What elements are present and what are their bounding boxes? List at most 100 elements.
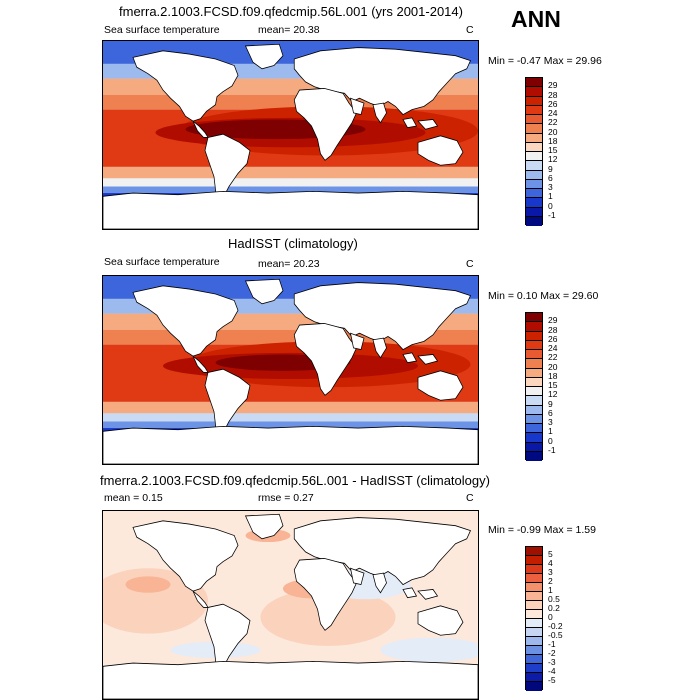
panel3-colorbar-swatch xyxy=(526,637,542,646)
panel1-colorbar-swatch xyxy=(526,161,542,171)
panel1-colorbar-label: 18 xyxy=(548,135,558,146)
panel1-colorbar-label: 26 xyxy=(548,98,558,109)
panel2-minmax: Min = 0.10 Max = 29.60 xyxy=(488,290,599,302)
panel3-colorbar-swatch xyxy=(526,547,542,556)
panel2-colorbar-label: 28 xyxy=(548,324,558,335)
panel2-colorbar-label: 6 xyxy=(548,407,553,418)
panel2-colorbar-label: 26 xyxy=(548,333,558,344)
panel3-colorbar-swatch xyxy=(526,655,542,664)
panel3-colorbar-swatch xyxy=(526,610,542,619)
panel2-colorbar-swatch xyxy=(526,387,542,397)
panel1-colorbar-swatch xyxy=(526,198,542,208)
panel3-rmse-label: rmse = 0.27 xyxy=(258,492,314,504)
panel2-colorbar-swatch xyxy=(526,340,542,350)
panel2-colorbar-label: 24 xyxy=(548,343,558,353)
panel3-colorbar xyxy=(525,546,543,691)
panel2-colorbar-label: 0 xyxy=(548,435,553,446)
panel3-colorbar-swatch xyxy=(526,682,542,691)
panel1-colorbar-label: -1 xyxy=(548,209,556,220)
panel1-colorbar-swatch xyxy=(526,142,542,152)
panel3-colorbar-swatch xyxy=(526,592,542,601)
panel2-colorbar xyxy=(525,312,543,461)
panel2-title: HadISST (climatology) xyxy=(228,236,358,251)
panel2-colorbar-swatch xyxy=(526,350,542,360)
panel1-colorbar-label: 12 xyxy=(548,154,558,165)
panel2-colorbar-label: 9 xyxy=(548,398,553,409)
panel2-colorbar-swatch xyxy=(526,331,542,341)
panel2-colorbar-swatch xyxy=(526,359,542,369)
panel2-mean-label: mean= 20.23 xyxy=(258,258,320,270)
panel2-colorbar-swatch xyxy=(526,396,542,406)
panel1-colorbar-swatch xyxy=(526,105,542,115)
panel3-units: C xyxy=(466,492,474,504)
panel3-mean-label: mean = 0.15 xyxy=(104,492,163,504)
panel1-colorbar-label: 24 xyxy=(548,108,558,118)
panel3-colorbar-swatch xyxy=(526,574,542,583)
panel2-variable-label: Sea surface temperature xyxy=(104,256,220,268)
panel3-colorbar-label: -0.5 xyxy=(548,630,563,640)
panel1-colorbar-label: 28 xyxy=(548,89,558,100)
panel2-colorbar-label: 12 xyxy=(548,389,558,400)
panel1-colorbar-swatch xyxy=(526,179,542,189)
panel3-colorbar-label: 1 xyxy=(548,585,553,595)
panel1-colorbar-swatch xyxy=(526,124,542,134)
panel1-colorbar-label: 9 xyxy=(548,163,553,174)
panel1-variable-label: Sea surface temperature xyxy=(104,24,220,36)
panel3-colorbar-swatch xyxy=(526,664,542,673)
panel3-colorbar-swatch xyxy=(526,628,542,637)
panel2-colorbar-label: 1 xyxy=(548,426,553,437)
panel3-colorbar-label: 0.2 xyxy=(548,603,560,613)
panel1-colorbar-label: 0 xyxy=(548,200,553,211)
panel2-colorbar-label: -1 xyxy=(548,444,556,455)
panel1-colorbar-swatch xyxy=(526,207,542,217)
panel3-colorbar-label: -3 xyxy=(548,657,556,667)
panel3-title: fmerra.2.1003.FCSD.f09.qfedcmip.56L.001 … xyxy=(100,473,490,488)
panel1-colorbar-swatch xyxy=(526,152,542,162)
panel3-colorbar-label: 0.5 xyxy=(548,594,560,604)
panel2-units: C xyxy=(466,258,474,270)
panel3-colorbar-label: -2 xyxy=(548,648,556,658)
panel2-colorbar-swatch xyxy=(526,424,542,434)
panel3-colorbar-swatch xyxy=(526,565,542,574)
panel2-colorbar-label: 29 xyxy=(548,315,558,326)
panel1-map xyxy=(102,40,479,230)
panel3-colorbar-label: 2 xyxy=(548,576,553,586)
panel1-colorbar-label: 29 xyxy=(548,80,558,91)
panel3-colorbar-swatch xyxy=(526,556,542,565)
panel2-map xyxy=(102,275,479,465)
panel1-colorbar-label: 20 xyxy=(548,126,558,137)
panel3-colorbar-swatch xyxy=(526,583,542,592)
panel3-colorbar-swatch xyxy=(526,673,542,682)
panel2-colorbar-swatch xyxy=(526,414,542,424)
panel3-colorbar-swatch xyxy=(526,646,542,655)
panel1-colorbar-swatch xyxy=(526,189,542,199)
panel2-colorbar-label: 20 xyxy=(548,361,558,372)
panel1-colorbar-label: 1 xyxy=(548,191,553,202)
panel1-colorbar-swatch xyxy=(526,115,542,125)
panel1-colorbar-label: 22 xyxy=(548,117,558,128)
panel2-colorbar-swatch xyxy=(526,368,542,378)
panel2-colorbar-swatch xyxy=(526,433,542,443)
panel1-colorbar-label: 6 xyxy=(548,172,553,183)
panel1-colorbar-label: 15 xyxy=(548,145,558,155)
panel3-map xyxy=(102,510,479,700)
panel3-colorbar-label: 0 xyxy=(548,612,553,622)
panel3-colorbar-swatch xyxy=(526,619,542,628)
panel1-colorbar-swatch xyxy=(526,170,542,180)
season-label: ANN xyxy=(511,6,561,32)
panel2-colorbar-swatch xyxy=(526,322,542,332)
panel1-colorbar-swatch xyxy=(526,216,542,226)
panel2-colorbar-swatch xyxy=(526,451,542,461)
panel1-colorbar-swatch xyxy=(526,87,542,97)
panel2-colorbar-label: 22 xyxy=(548,352,558,363)
panel2-colorbar-label: 18 xyxy=(548,370,558,381)
panel3-colorbar-label: -0.2 xyxy=(548,621,563,631)
panel1-units: C xyxy=(466,24,474,36)
panel2-colorbar-swatch xyxy=(526,313,542,323)
panel2-colorbar-swatch xyxy=(526,405,542,415)
panel1-colorbar-label: 3 xyxy=(548,182,553,192)
panel2-colorbar-label: 3 xyxy=(548,417,553,427)
panel1-colorbar-swatch xyxy=(526,133,542,143)
panel3-colorbar-label: 3 xyxy=(548,567,553,577)
panel1-title: fmerra.2.1003.FCSD.f09.qfedcmip.56L.001 … xyxy=(119,4,463,19)
